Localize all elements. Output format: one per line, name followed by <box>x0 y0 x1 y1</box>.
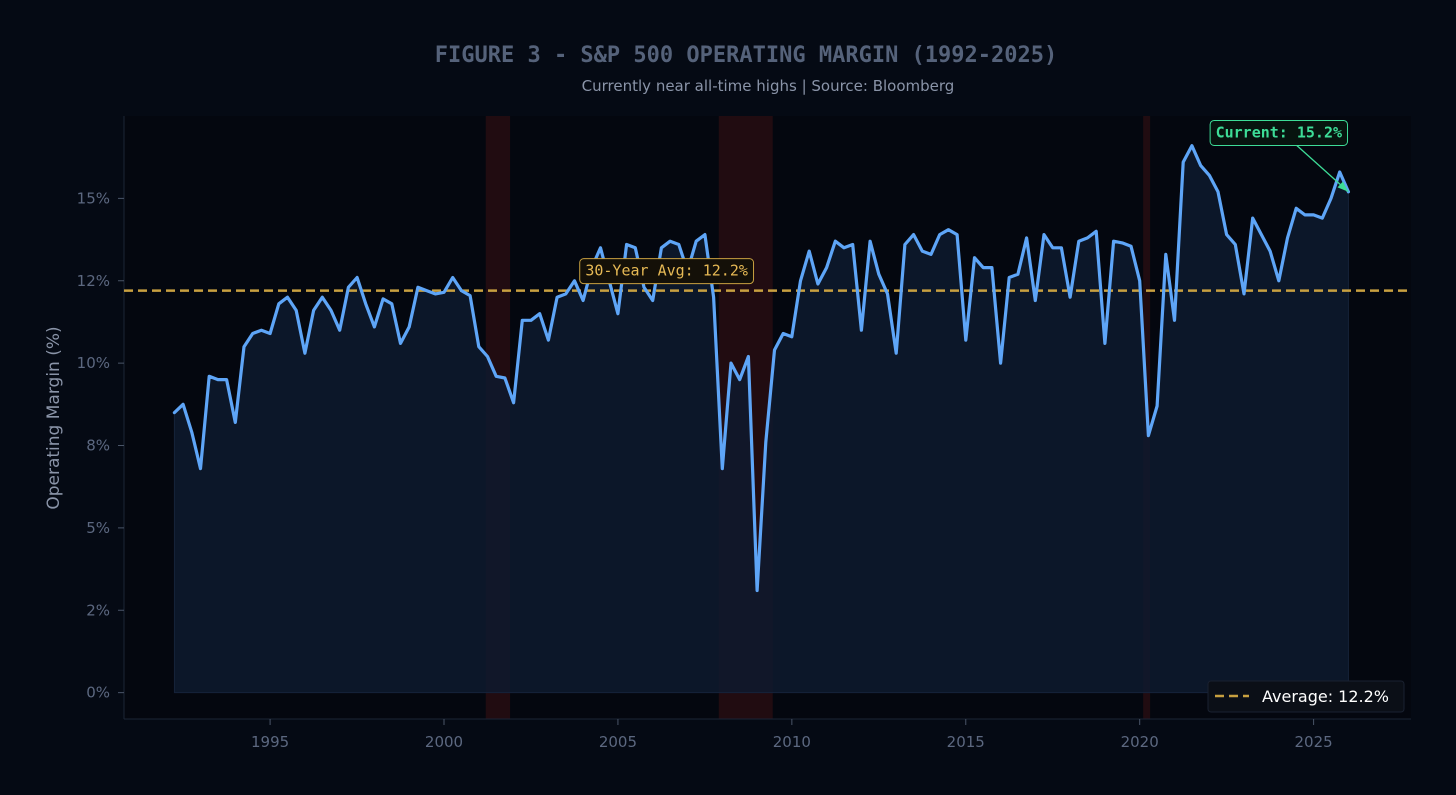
legend-average-label: Average: 12.2% <box>1262 687 1389 706</box>
series-line <box>172 144 1351 593</box>
average-label-box <box>579 258 755 285</box>
x-tick-label: 2000 <box>425 733 463 751</box>
current-arrow-head <box>1337 181 1349 192</box>
current-arrow <box>1296 144 1349 193</box>
series-line-layer <box>172 144 1351 593</box>
y-tick-label: 10% <box>77 354 110 372</box>
y-axis-label: Operating Margin (%) <box>44 326 64 509</box>
average-label: 30-Year Avg: 12.2% <box>585 262 748 280</box>
x-tick-label: 1995 <box>251 733 289 751</box>
chart-title: FIGURE 3 - S&P 500 OPERATING MARGIN (199… <box>435 43 1058 68</box>
legend: Average: 12.2% <box>1207 680 1405 713</box>
current-annotation: Current: 15.2% <box>1209 119 1349 193</box>
y-tick-label: 0% <box>86 684 110 702</box>
x-tick-label: 2005 <box>599 733 637 751</box>
x-tick-label: 2025 <box>1295 733 1333 751</box>
y-tick-label: 5% <box>86 519 110 537</box>
y-tick-label: 12% <box>77 272 110 290</box>
chart-subtitle: Currently near all-time highs | Source: … <box>582 77 955 95</box>
current-label-box <box>1209 119 1349 146</box>
average-annotation: 30-Year Avg: 12.2% <box>579 258 755 285</box>
current-label: Current: 15.2% <box>1216 123 1342 141</box>
legend-box <box>1207 680 1405 713</box>
y-tick-label: 15% <box>77 189 110 207</box>
x-tick-label: 2020 <box>1121 733 1159 751</box>
x-tick-label: 2015 <box>947 733 985 751</box>
x-axis-ticks: 1995 2000 2005 2010 2015 2020 2025 <box>251 719 1333 751</box>
y-axis-ticks: 0% 2% 5% 8% 10% 12% 15% <box>77 189 124 702</box>
x-tick-label: 2010 <box>773 733 811 751</box>
y-tick-label: 2% <box>86 601 110 619</box>
y-tick-label: 8% <box>86 437 110 455</box>
